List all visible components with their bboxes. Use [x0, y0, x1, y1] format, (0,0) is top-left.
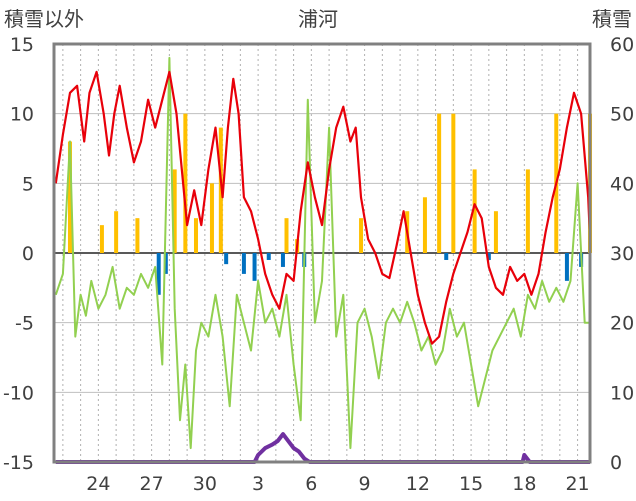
left-tick-label: 10 [10, 104, 34, 126]
series-lines [54, 56, 592, 464]
x-tick-label: 3 [252, 473, 264, 495]
right-tick-label: 10 [610, 382, 634, 404]
left-tick-label: 15 [10, 34, 34, 56]
precipitation-bar [193, 218, 198, 253]
left-tick-label: -10 [3, 382, 34, 404]
x-tick-label: 30 [193, 473, 217, 495]
precipitation-bar-negative [266, 253, 271, 260]
left-axis-label: 積雪以外 [4, 7, 84, 31]
precipitation-bar-negative [444, 253, 449, 260]
precipitation-bar [99, 225, 104, 253]
gridlines [54, 44, 590, 462]
precipitation-bar [437, 113, 442, 254]
right-axis-label: 積雪 [592, 7, 632, 31]
x-tick-label: 18 [512, 473, 536, 495]
precipitation-bar-negative [241, 253, 246, 274]
right-tick-label: 40 [610, 173, 634, 195]
precipitation-bar-negative [224, 253, 229, 265]
precipitation-bar [284, 218, 289, 253]
precipitation-bar-negative [252, 253, 257, 281]
precipitation-bar [422, 197, 427, 253]
temperature-line [54, 70, 592, 345]
x-tick-label: 15 [459, 473, 483, 495]
chart-title: 浦河 [298, 7, 338, 31]
wind-line [54, 56, 591, 450]
right-tick-label: 50 [610, 104, 634, 126]
snow-depth-line [55, 432, 590, 464]
precipitation-bar-negative [163, 253, 168, 274]
right-tick-label: 60 [610, 34, 634, 56]
x-tick-label: 21 [565, 473, 589, 495]
precipitation-bar [359, 218, 364, 253]
right-tick-label: 0 [610, 452, 622, 474]
precipitation-bar [114, 211, 119, 253]
precipitation-bar [493, 211, 498, 253]
precipitation-bar [209, 183, 214, 253]
precipitation-bar [525, 169, 530, 253]
precipitation-bar [183, 113, 188, 254]
precipitation-bar-negative [156, 253, 161, 295]
right-tick-label: 30 [610, 243, 634, 265]
x-tick-label: 12 [406, 473, 430, 495]
plot-frame [52, 42, 592, 464]
precipitation-bar-negative [564, 253, 569, 281]
left-tick-label: 5 [22, 173, 34, 195]
precipitation-bar [135, 218, 140, 253]
x-tick-label: 6 [305, 473, 317, 495]
precipitation-bar-negative [486, 253, 491, 260]
left-tick-label: -5 [15, 313, 34, 335]
left-tick-label: 0 [22, 243, 34, 265]
precipitation-bar-negative [280, 253, 285, 267]
right-tick-label: 20 [610, 313, 634, 335]
precipitation-bar [451, 113, 456, 254]
x-tick-label: 27 [140, 473, 164, 495]
x-tick-label: 24 [86, 473, 110, 495]
precipitation-bar [172, 169, 177, 253]
x-tick-label: 9 [359, 473, 371, 495]
precipitation-bar [472, 169, 477, 253]
left-tick-label: -15 [3, 452, 34, 474]
precipitation-bar [67, 141, 72, 253]
